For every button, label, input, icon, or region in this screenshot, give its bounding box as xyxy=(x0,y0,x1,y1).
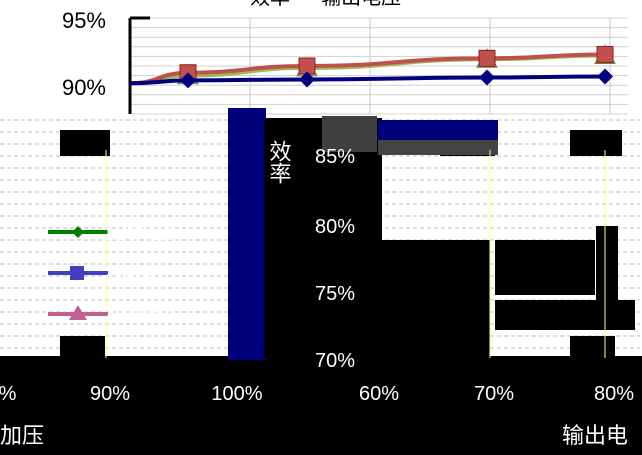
center-grey-block xyxy=(322,116,377,152)
legend-label-277Vac: 277Vac xyxy=(102,302,175,327)
legend-label-220Vac: 220Vac xyxy=(102,261,175,286)
navy-bar xyxy=(228,108,266,360)
data-point-277Vac xyxy=(479,69,495,86)
y-tick-label: 90% xyxy=(62,75,106,100)
data-point-277Vac xyxy=(180,72,196,89)
x-tick-label: 70% xyxy=(474,383,514,405)
artifact-block xyxy=(596,226,618,300)
left-axis-caption: 加压 xyxy=(0,424,44,449)
grey-strip xyxy=(378,140,498,155)
x-tick-label: 0% xyxy=(0,383,17,405)
legend-marker xyxy=(70,266,84,280)
lower-y-tick-label: 75% xyxy=(315,283,355,305)
series-line-277Vac xyxy=(129,74,606,86)
lower-y-tick-label: 70% xyxy=(315,350,355,372)
artifact-block xyxy=(495,300,635,330)
lower-y-tick-label: 80% xyxy=(315,216,355,238)
data-point-220Vac xyxy=(478,49,496,67)
x-tick-label: 60% xyxy=(359,383,399,405)
artifact-block xyxy=(60,336,105,356)
y-tick-label: 95% xyxy=(62,8,106,33)
data-point-220Vac xyxy=(596,45,614,63)
legend-marker xyxy=(72,226,84,238)
legend-label-120Vac: 120Vac xyxy=(102,220,175,245)
bottom-band xyxy=(0,356,642,455)
x-tick-label: 80% xyxy=(594,383,634,405)
data-point-277Vac xyxy=(299,71,315,88)
chart-title-fragment: 效率 — 输出电压 xyxy=(250,0,401,9)
artifact-block xyxy=(380,240,490,360)
artifact-block xyxy=(495,240,595,295)
lower-y-tick-label: 85% xyxy=(315,146,355,168)
artifact-block xyxy=(60,130,110,156)
data-point-277Vac xyxy=(597,68,613,85)
x-tick-label: 90% xyxy=(90,383,130,405)
right-axis-caption: 输出电 xyxy=(562,424,628,449)
artifact-block xyxy=(570,130,622,156)
center-block xyxy=(264,118,382,358)
y-axis-label: 效率 xyxy=(266,140,292,184)
legend-marker xyxy=(69,305,87,320)
x-tick-label: 100% xyxy=(211,383,262,405)
artifact-block xyxy=(570,336,615,356)
